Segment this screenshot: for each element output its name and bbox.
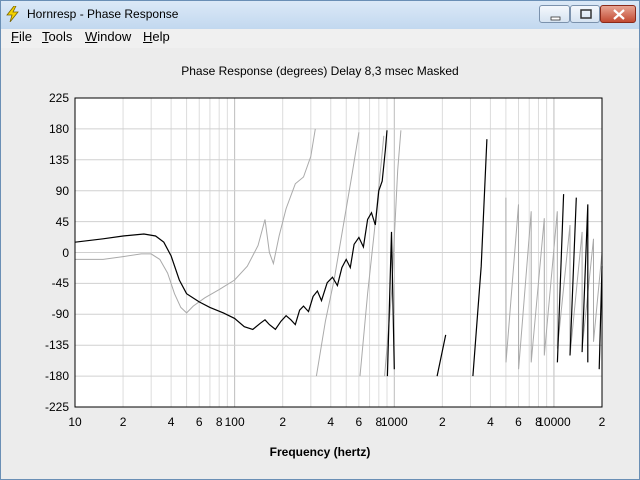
- x-tick-label: 2: [598, 415, 606, 429]
- title-bar[interactable]: Hornresp - Phase Response: [1, 1, 639, 30]
- x-tick-label: 2: [439, 415, 446, 429]
- x-tick-label: 8: [375, 415, 383, 429]
- x-tick-label: 100: [224, 415, 245, 429]
- close-button[interactable]: [600, 5, 636, 23]
- y-tick-label: 225: [48, 91, 69, 105]
- x-tick-label: 8: [535, 415, 542, 429]
- series-line: [74, 130, 603, 377]
- y-tick-label: -225: [44, 400, 69, 414]
- x-tick-label: 4: [487, 415, 494, 429]
- y-tick-label: -90: [51, 307, 69, 322]
- menu-window-rest: indow: [97, 29, 132, 44]
- x-tick-label: 4: [167, 415, 175, 429]
- window-title: Hornresp - Phase Response: [27, 7, 179, 21]
- menu-file-accel: F: [11, 29, 19, 44]
- x-axis-label: Frequency (hertz): [269, 445, 371, 459]
- menu-tools-accel: T: [42, 29, 49, 44]
- x-tick-label: 10: [68, 415, 82, 429]
- chart-title: Phase Response (degrees) Delay 8,3 msec …: [181, 64, 459, 78]
- phase-chart[interactable]: [1, 48, 639, 479]
- x-tick-label: 6: [195, 415, 203, 429]
- y-tick-label: 0: [62, 245, 69, 260]
- menu-help-rest: elp: [152, 29, 170, 44]
- menu-help-accel: H: [143, 29, 153, 44]
- menu-tools[interactable]: Tools: [42, 29, 72, 44]
- y-tick-label: 90: [55, 183, 69, 198]
- menu-window-accel: W: [85, 29, 98, 44]
- maximize-button[interactable]: [570, 5, 600, 23]
- y-tick-label: -45: [51, 276, 69, 291]
- minimize-icon: [550, 16, 561, 21]
- y-tick-label: 45: [55, 214, 69, 229]
- series-line: [75, 128, 603, 377]
- x-tick-label: 8: [215, 415, 223, 429]
- y-tick-label: 135: [48, 152, 69, 167]
- chart-area: Phase Response (degrees) Delay 8,3 msec …: [1, 48, 639, 479]
- x-tick-label: 2: [119, 415, 127, 429]
- minimize-button[interactable]: [539, 5, 570, 23]
- y-tick-label: -180: [44, 369, 69, 384]
- x-tick-label: 4: [327, 415, 335, 429]
- x-tick-label: 10000: [537, 415, 571, 429]
- menu-bar: File Tools Window Help: [1, 29, 639, 47]
- menu-file[interactable]: File: [11, 29, 32, 44]
- menu-file-rest: ile: [18, 29, 32, 44]
- x-tick-label: 1000: [380, 415, 408, 429]
- menu-window[interactable]: Window: [85, 29, 131, 44]
- menu-tools-rest: ools: [48, 29, 73, 44]
- plot-frame: [74, 97, 603, 408]
- y-tick-label: -135: [44, 338, 69, 353]
- close-icon: [613, 9, 625, 20]
- lightning-icon: [6, 6, 19, 22]
- x-tick-label: 2: [279, 415, 287, 429]
- menu-help[interactable]: Help: [143, 29, 170, 44]
- y-tick-label: 180: [48, 121, 69, 136]
- maximize-icon: [580, 9, 592, 19]
- x-tick-label: 6: [355, 415, 363, 429]
- x-tick-label: 6: [515, 415, 522, 429]
